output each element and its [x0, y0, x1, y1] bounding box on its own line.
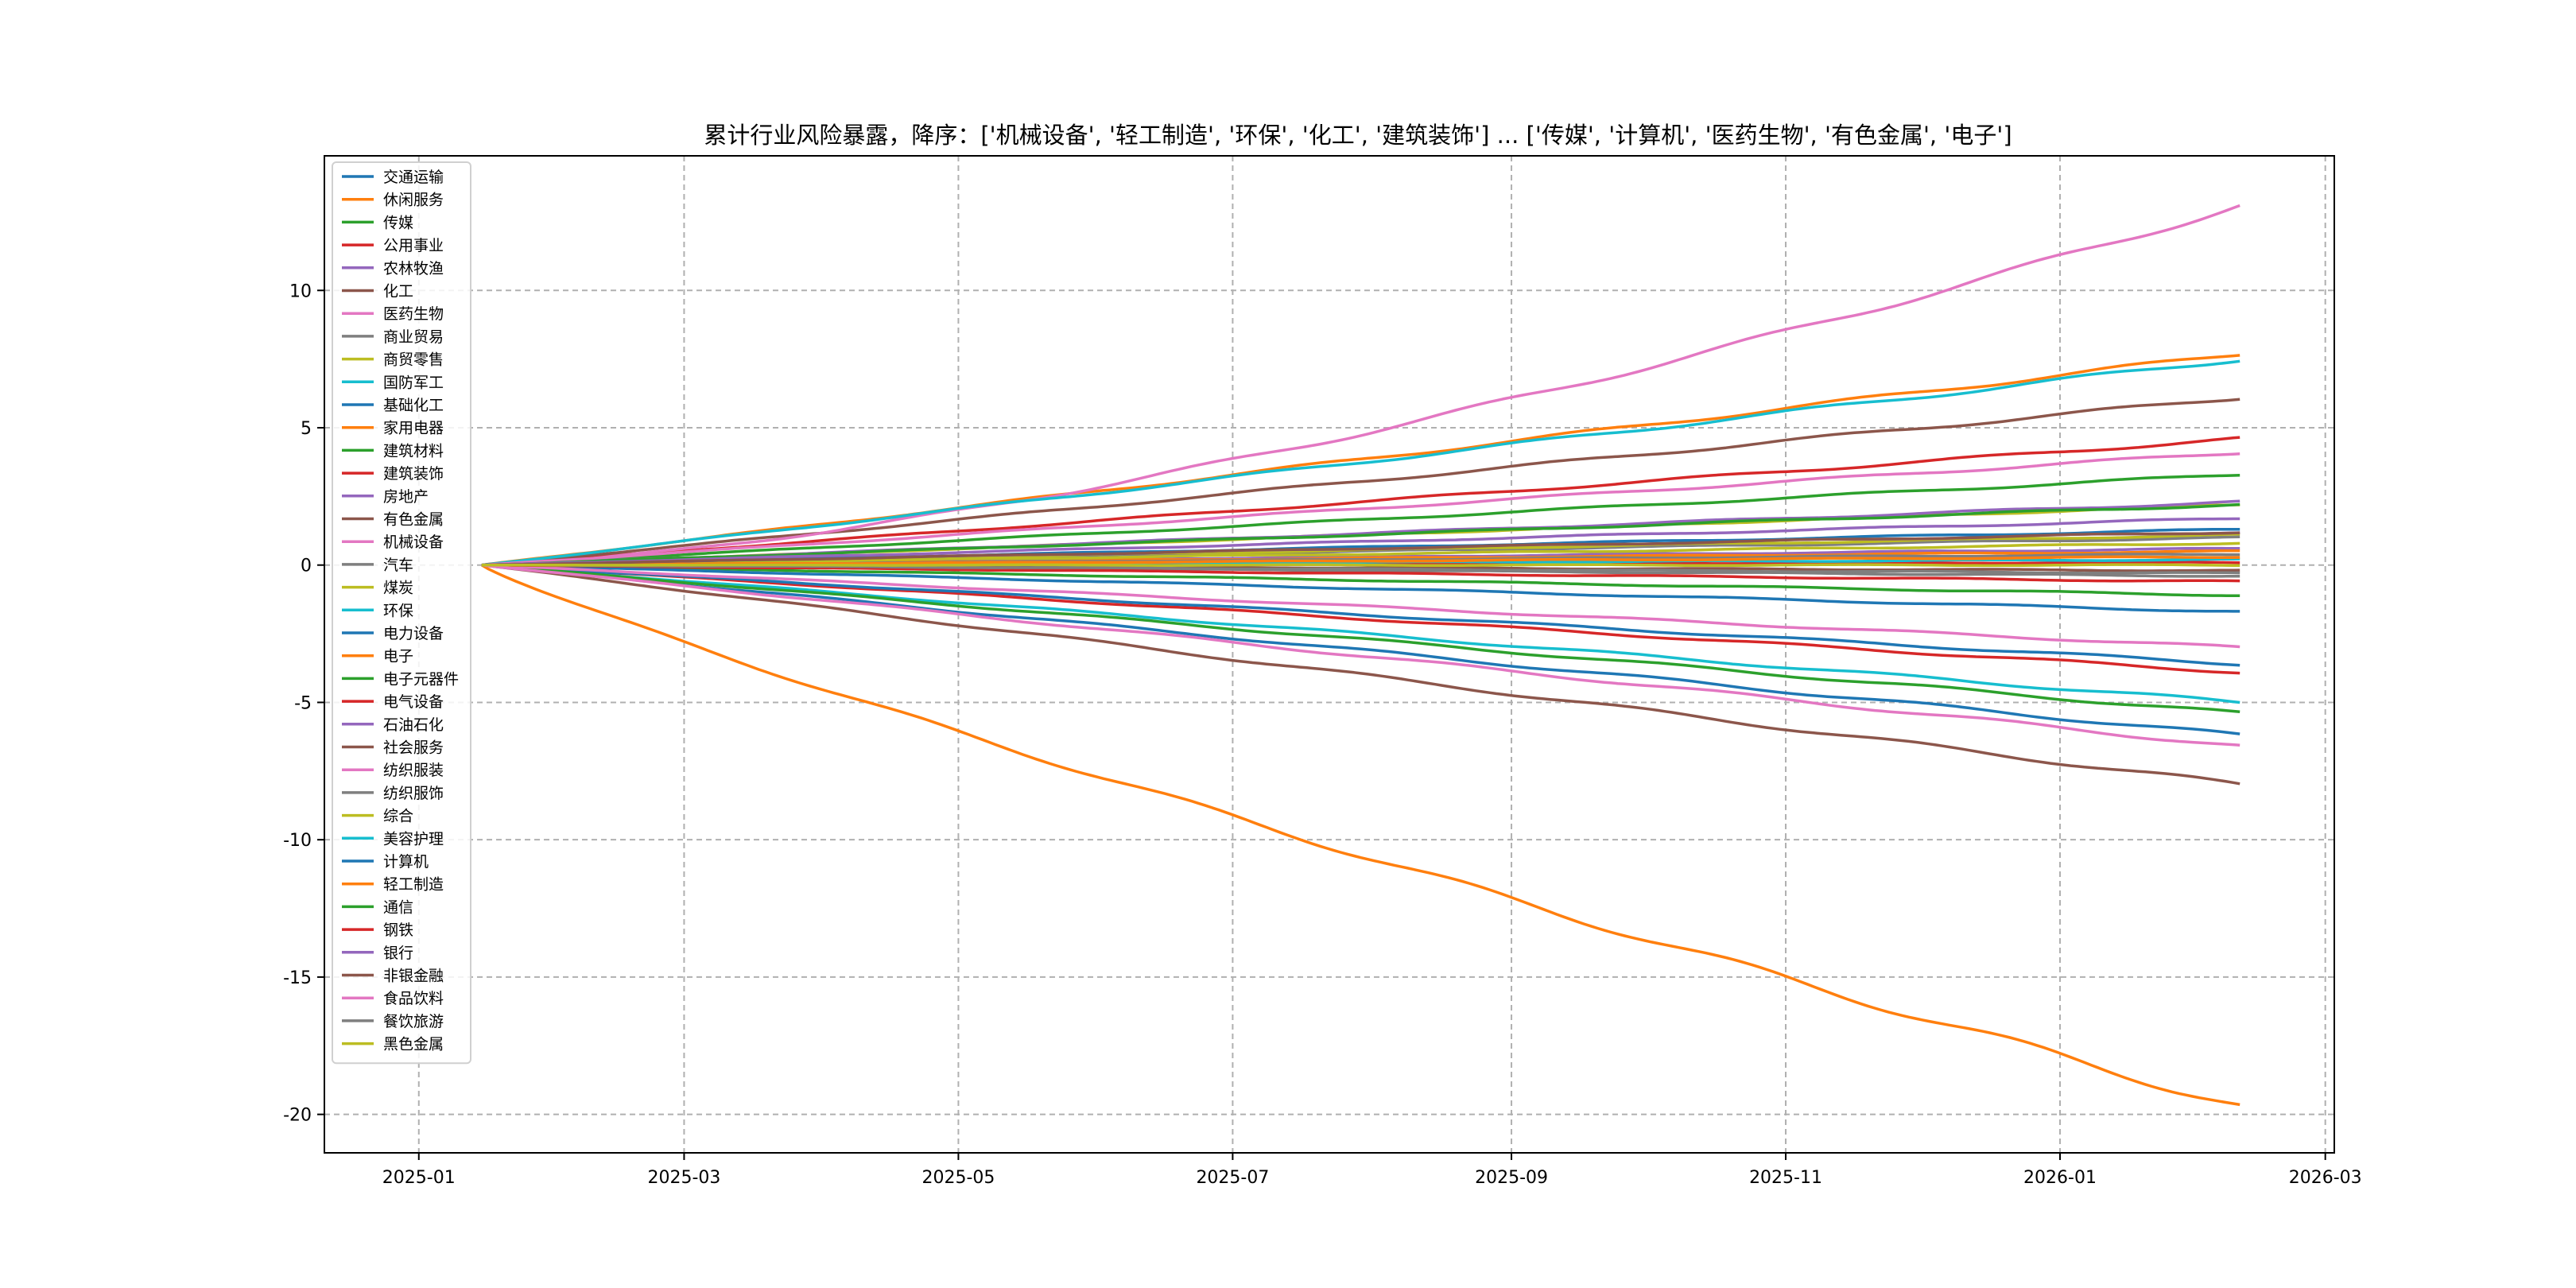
legend-entry: 石油石化	[383, 716, 444, 734]
series-line	[481, 563, 2240, 583]
x-tick-label: 2026-01	[2023, 1168, 2097, 1188]
series-line	[481, 531, 2240, 567]
legend-entry: 纺织服装	[383, 762, 444, 779]
series-line	[481, 474, 2240, 567]
y-tick-label: 5	[301, 419, 312, 439]
series-line	[481, 563, 2240, 786]
series-line	[481, 563, 2240, 568]
legend-entry: 社会服务	[383, 739, 444, 757]
series-line	[481, 563, 2240, 649]
legend-entry: 电力设备	[383, 625, 444, 642]
series-line	[481, 563, 2240, 613]
series-line	[481, 502, 2240, 567]
legend-entry: 餐饮旅游	[383, 1013, 444, 1030]
legend-entry: 休闲服务	[383, 192, 444, 209]
y-tick-label: -5	[294, 693, 312, 713]
x-tick-label: 2026-03	[2289, 1168, 2362, 1188]
series-line	[481, 563, 2240, 575]
legend-entry: 机械设备	[383, 533, 444, 551]
legend-entry: 通信	[383, 898, 413, 916]
legend-entry: 家用电器	[383, 420, 444, 437]
chart-title: 累计行业风险暴露，降序：['机械设备', '轻工制造', '环保', '化工',…	[704, 122, 2012, 149]
series-line	[481, 563, 2240, 747]
series-line	[481, 564, 2240, 1107]
series-line	[481, 398, 2240, 567]
series-line	[481, 452, 2240, 567]
series-lines	[481, 204, 2240, 1107]
legend-entry: 传媒	[383, 214, 413, 231]
legend-entry: 黑色金属	[383, 1036, 444, 1053]
legend-entry: 商业贸易	[383, 328, 444, 346]
series-line	[481, 563, 2240, 598]
x-tick-label: 2025-03	[647, 1168, 720, 1188]
legend-entry: 电子	[383, 648, 413, 665]
series-line	[481, 563, 2240, 675]
legend-entry: 有色金属	[383, 511, 444, 529]
legend: 交通运输休闲服务传媒公用事业农林牧渔化工医药生物商业贸易商贸零售国防军工基础化工…	[332, 161, 471, 1065]
x-tick-label: 2025-11	[1749, 1168, 1822, 1188]
series-line	[481, 436, 2240, 567]
series-line	[481, 517, 2240, 567]
legend-entry: 计算机	[383, 853, 429, 871]
y-tick-label: 10	[289, 281, 312, 301]
legend-entry: 电子元器件	[383, 670, 459, 688]
axis-ticks: 2025-01 2025-03 2025-05 2025-07 2025-09 2025-…	[283, 281, 2362, 1188]
legend-entry: 汽车	[383, 557, 413, 574]
series-line	[481, 563, 2240, 714]
y-tick-label: -15	[283, 968, 312, 988]
series-line	[481, 563, 2240, 667]
y-tick-label: 0	[301, 557, 312, 576]
legend-entry: 煤炭	[383, 580, 413, 597]
legend-entry: 医药生物	[383, 305, 444, 323]
x-tick-label: 2025-07	[1196, 1168, 1269, 1188]
legend-entry: 轻工制造	[383, 876, 444, 894]
series-line	[481, 354, 2240, 567]
legend-entry: 综合	[383, 808, 413, 825]
x-tick-label: 2025-05	[921, 1168, 995, 1188]
legend-entry: 基础化工	[383, 397, 444, 414]
legend-entry: 公用事业	[383, 237, 444, 254]
legend-entry: 化工	[383, 283, 413, 301]
legend-entry: 非银金融	[383, 968, 444, 985]
legend-entry: 银行	[383, 945, 413, 962]
legend-entry: 建筑装饰	[383, 465, 444, 483]
series-line	[481, 563, 2240, 735]
legend-entry: 国防军工	[383, 374, 444, 391]
y-tick-label: -10	[283, 831, 312, 851]
legend-entry: 纺织服饰	[383, 785, 444, 802]
legend-entry: 房地产	[383, 488, 429, 506]
legend-entry: 商贸零售	[383, 351, 444, 369]
legend-entry: 建筑材料	[383, 442, 444, 460]
legend-entry: 农林牧渔	[383, 260, 444, 277]
plot-frame	[324, 155, 2335, 1154]
series-line	[481, 359, 2240, 567]
x-tick-label: 2025-09	[1475, 1168, 1548, 1188]
legend-entry: 电气设备	[383, 693, 444, 711]
series-line	[481, 541, 2240, 567]
legend-entry: 食品饮料	[383, 990, 444, 1007]
legend-entry: 环保	[383, 602, 413, 619]
legend-entry: 钢铁	[383, 921, 413, 939]
legend-entry: 交通运输	[383, 169, 444, 186]
series-line	[481, 563, 2240, 704]
x-tick-label: 2025-01	[382, 1168, 456, 1188]
y-tick-label: -20	[283, 1106, 312, 1126]
series-line	[481, 204, 2240, 567]
legend-entry: 美容护理	[383, 830, 444, 848]
